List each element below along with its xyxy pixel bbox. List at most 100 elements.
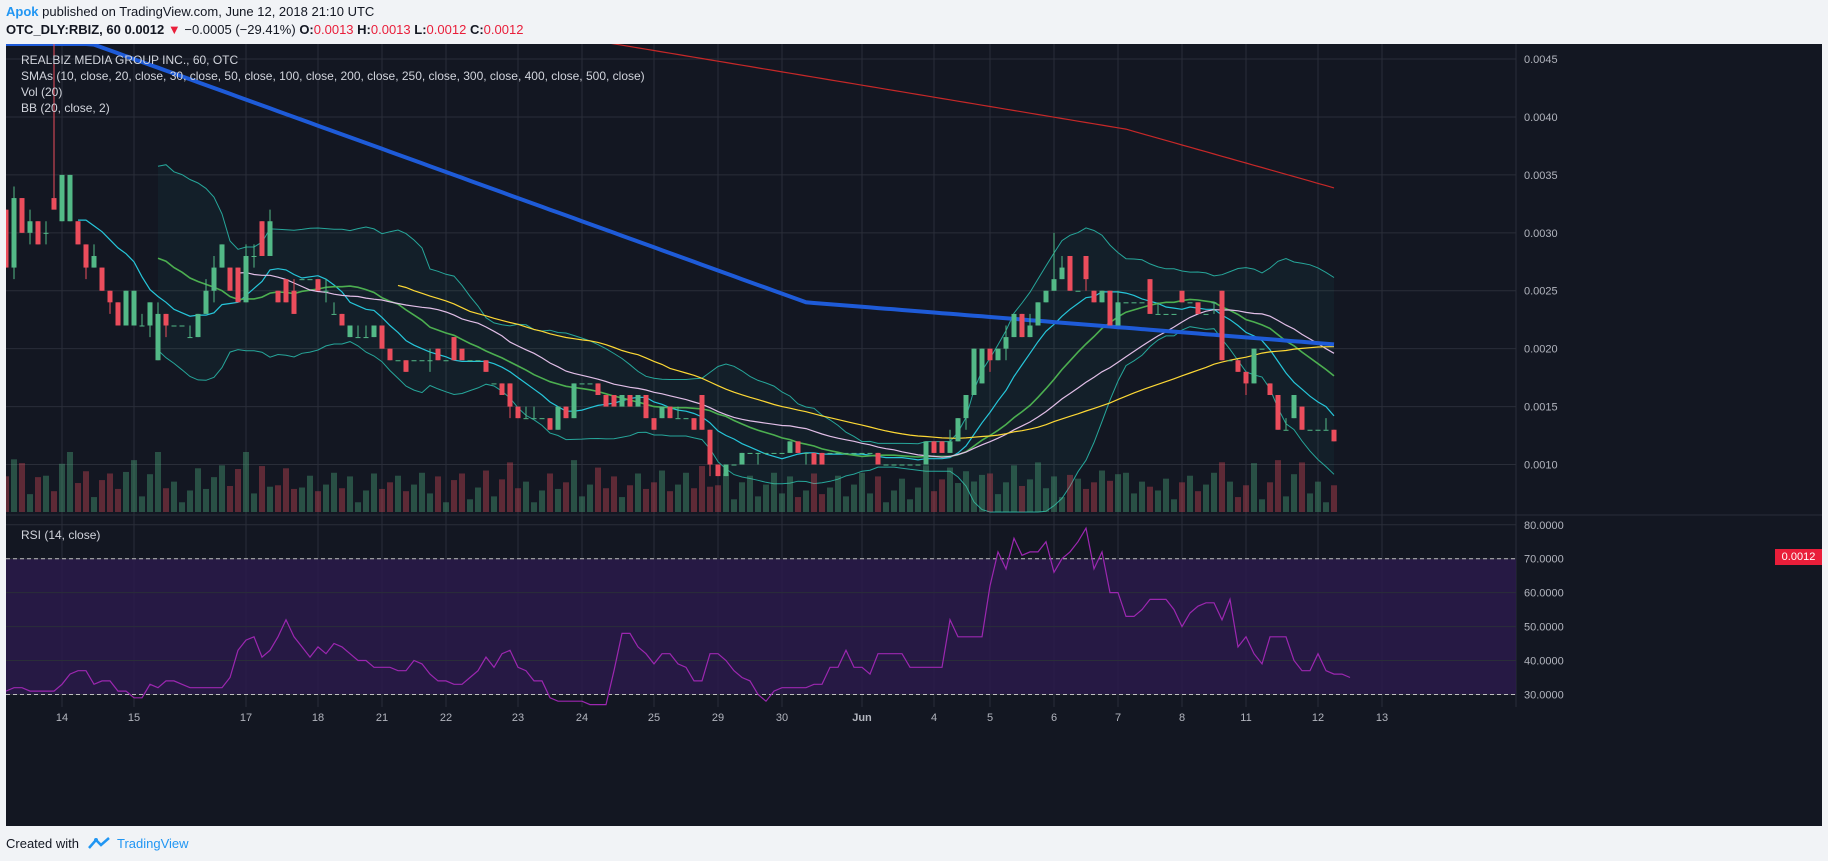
candle-body [619,395,625,407]
candle-body [755,452,761,454]
candle-body [811,452,817,465]
volume-bar [707,486,713,512]
candle-body [427,360,433,362]
volume-bar [1059,497,1065,512]
volume-bar [139,496,145,512]
chart-area[interactable]: 0.0045 0.0040 0.0035 0.0030 0.0025 0.0020 0.00… [3,35,1822,826]
volume-bar [955,483,961,512]
volume-bar [403,491,409,512]
candle-body [1003,337,1009,349]
candle-body [443,360,449,362]
candle-body [1075,290,1081,292]
tradingview-link[interactable]: TradingView [117,836,189,851]
candle-body [475,360,481,362]
candle-body [419,360,425,362]
candle-body [1019,313,1025,338]
volume-bar [227,485,233,512]
volume-bar [995,494,1001,512]
high-label: H: [357,22,371,37]
volume-bar [75,483,81,512]
candle-body [187,337,193,339]
volume-bar [595,467,601,512]
down-arrow-icon: ▼ [167,22,181,37]
candle-body [987,348,993,361]
volume-bar [163,488,169,512]
candle-body [395,360,401,362]
open-value: 0.0013 [313,22,354,37]
candle-body [339,313,345,326]
candle-body [899,464,905,466]
candle-body [1027,325,1033,338]
open-label: O: [299,22,314,37]
volume-bar [19,463,25,512]
candle-body [1091,290,1097,303]
volume-bar [1331,485,1337,512]
candle-body [123,290,129,326]
volume-bar [691,488,697,512]
time-tick-label: 13 [1376,712,1388,724]
time-tick-label: 25 [648,712,660,724]
candle-body [107,290,113,303]
candle-body [643,395,649,419]
volume-bar [1147,486,1153,512]
time-tick-label: 17 [240,712,252,724]
volume-bar [43,475,49,512]
time-tick-label: 30 [776,712,788,724]
volume-bar [371,473,377,512]
candle-body [627,395,633,407]
candle-body [451,337,457,361]
volume-bar [843,496,849,512]
volume-bar [59,463,65,512]
volume-bar [323,484,329,512]
candle-body [483,360,489,372]
bb-lower-line [157,326,1335,513]
high-value: 0.0013 [370,22,411,37]
candle-body [1227,360,1233,362]
volume-bar [611,476,617,512]
candle-body [1107,290,1113,326]
candle-body [955,418,961,442]
price-tick-label: 0.0010 [1524,460,1558,472]
volume-bar [475,487,481,512]
candle-body [171,325,177,327]
candle-body [155,313,161,361]
low-label: L: [414,22,427,37]
published-text: published on TradingView.com, June 12, 2… [42,4,375,19]
candle-body [267,221,273,256]
volume-bar [883,502,889,512]
sma50-line [397,284,1335,439]
author-link[interactable]: Apok [6,4,39,19]
candle-body [835,452,841,454]
volume-bar [1219,462,1225,512]
candle-body [491,383,497,385]
volume-bar [811,473,817,512]
volume-bar [235,468,241,512]
candle-body [1163,313,1169,315]
candle-body [1011,313,1017,338]
volume-bar [315,491,321,512]
volume-bar [299,487,305,512]
volume-bar [1283,496,1289,512]
price-tick-label: 0.0045 [1524,54,1558,66]
candle-body [667,406,673,419]
candle-body [83,244,89,268]
tradingview-logo-icon[interactable] [88,836,110,850]
candle-body [1179,290,1185,303]
candle-body [307,279,313,281]
candle-body [251,255,257,257]
volume-bar [1195,491,1201,512]
volume-bar [211,477,217,512]
candle-body [291,290,297,314]
candle-body [75,221,81,245]
candle-body [1043,290,1049,303]
candle-body [355,337,361,339]
price-tick-label: 0.0030 [1524,228,1558,240]
publish-header: Apok published on TradingView.com, June … [0,0,1828,44]
candle-body [139,325,145,327]
time-tick-label: 14 [56,712,68,724]
candle-body [459,348,465,361]
candle-body [235,267,241,303]
candle-body [515,406,521,419]
chart-canvas[interactable]: 0.0045 0.0040 0.0035 0.0030 0.0025 0.0020 0.00… [3,35,1822,826]
candle-body [403,360,409,372]
